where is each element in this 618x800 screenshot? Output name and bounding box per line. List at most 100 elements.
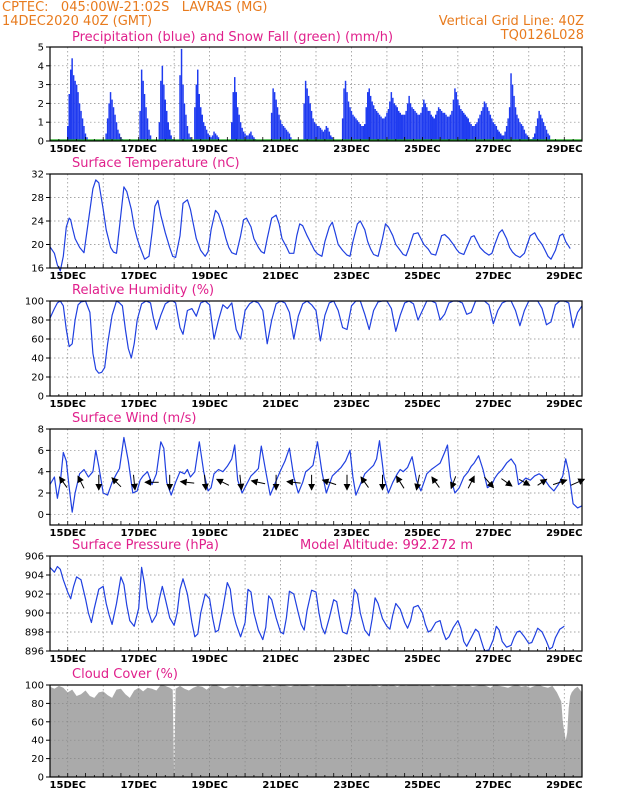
precip-bar <box>545 129 548 141</box>
y-tick-label: 0 <box>38 773 44 784</box>
precip-bar <box>368 88 370 141</box>
x-tick-label: 27DEC <box>475 144 511 155</box>
x-tick-label: 27DEC <box>475 780 511 791</box>
precip-bar <box>248 133 251 141</box>
precip-bar <box>383 118 385 141</box>
x-tick-label: 21DEC <box>262 780 298 791</box>
x-tick-label: 23DEC <box>333 144 369 155</box>
precip-bar <box>67 126 69 141</box>
precip-bar <box>485 103 487 141</box>
x-tick-label: 15DEC <box>50 528 86 539</box>
precip-bar <box>445 114 447 141</box>
precip-bar <box>164 99 166 141</box>
x-tick-label: 25DEC <box>404 654 440 665</box>
precip-bar <box>401 114 403 141</box>
precip-bar <box>161 65 164 141</box>
precip-bar <box>163 84 165 141</box>
precip-bar <box>417 114 419 141</box>
precip-bar <box>183 103 186 141</box>
precip-bar <box>214 133 217 141</box>
x-tick-label: 15DEC <box>50 780 86 791</box>
header-vertical-grid: Vertical Grid Line: 40Z <box>438 14 584 29</box>
precip-bar <box>169 129 171 141</box>
y-tick-label: 40 <box>31 736 44 747</box>
x-tick-label: 27DEC <box>475 528 511 539</box>
precip-bar <box>78 103 81 141</box>
precip-bar <box>477 118 480 141</box>
precip-bar <box>285 129 288 141</box>
precip-bar <box>446 116 449 141</box>
cloud-cover-area <box>50 685 582 777</box>
x-tick-label: 15DEC <box>50 399 86 410</box>
precip-bar <box>532 137 534 141</box>
precip-bar <box>115 122 118 141</box>
x-tick-label: 19DEC <box>191 271 227 282</box>
precip-bar <box>111 99 113 141</box>
precip-bar <box>273 92 276 141</box>
x-tick-label: 29DEC <box>546 654 582 665</box>
y-tick-label: 0 <box>38 510 44 521</box>
precip-bar <box>480 110 483 141</box>
panel-4: 0 2 4 6 8 15DEC 17DEC 19DEC 21DEC 23DEC 25DEC 27DEC… <box>38 411 586 539</box>
x-tick-label: 27DEC <box>475 399 511 410</box>
precip-bar <box>510 73 512 141</box>
precip-bar <box>513 95 515 141</box>
wind-arrow <box>216 478 230 486</box>
precip-bar <box>508 107 511 141</box>
precip-bar <box>236 107 239 141</box>
precip-bar <box>542 122 545 141</box>
precip-bar <box>81 118 84 141</box>
y-tick-label: 900 <box>25 609 44 620</box>
precip-bar <box>281 124 283 141</box>
precip-bar <box>520 124 523 141</box>
precip-bar <box>160 80 162 141</box>
panel-6: 0 20 40 60 80 100 15DEC 17DEC 19DEC 21DEC 23DEC 25D… <box>25 667 583 791</box>
x-tick-label: 17DEC <box>120 654 156 665</box>
y-tick-label: 80 <box>31 316 44 327</box>
precip-bar <box>378 114 381 141</box>
x-tick-label: 17DEC <box>120 780 156 791</box>
y-tick-label: 902 <box>25 590 44 601</box>
y-tick-label: 20 <box>31 240 44 251</box>
y-tick-label: 28 <box>31 193 44 204</box>
precip-bar <box>139 110 141 141</box>
precip-bar <box>241 127 243 141</box>
wind-arrow <box>537 478 548 486</box>
x-tick-label: 23DEC <box>333 528 369 539</box>
precip-bar <box>114 114 116 141</box>
x-tick-label: 19DEC <box>191 528 227 539</box>
precip-bar <box>473 126 475 141</box>
wind-arrow <box>111 477 122 488</box>
precip-bar <box>514 107 517 141</box>
precip-bar <box>358 122 360 141</box>
precip-bar <box>488 110 490 141</box>
precip-bar <box>424 103 427 141</box>
precip-bar <box>211 135 214 141</box>
precip-bar <box>325 126 328 141</box>
precip-bar <box>204 126 206 141</box>
precip-bar <box>470 124 472 141</box>
precip-bar <box>427 110 430 141</box>
precip-bar <box>322 131 325 141</box>
series-line <box>49 565 565 652</box>
precip-bar <box>547 133 549 141</box>
precip-bar <box>145 107 147 141</box>
wind-arrow <box>552 478 568 486</box>
precip-bar <box>371 101 373 141</box>
y-tick-label: 40 <box>31 354 44 365</box>
panel-title: Cloud Cover (%) <box>72 667 178 682</box>
y-tick-label: 896 <box>25 647 44 658</box>
precip-bar <box>307 95 310 141</box>
y-tick-label: 20 <box>31 754 44 765</box>
y-tick-label: 4 <box>38 61 44 72</box>
header-station: CPTEC: 045:00W-21:02S LAVRAS (MG) <box>2 0 268 15</box>
panel-title: Surface Pressure (hPa) <box>72 538 219 553</box>
wind-arrow <box>250 478 266 486</box>
precip-bar <box>282 126 285 141</box>
precip-bar <box>539 114 542 141</box>
precip-bar <box>411 107 413 141</box>
precip-bar <box>352 114 354 141</box>
precip-bar <box>318 126 320 141</box>
precip-bar <box>544 126 546 141</box>
